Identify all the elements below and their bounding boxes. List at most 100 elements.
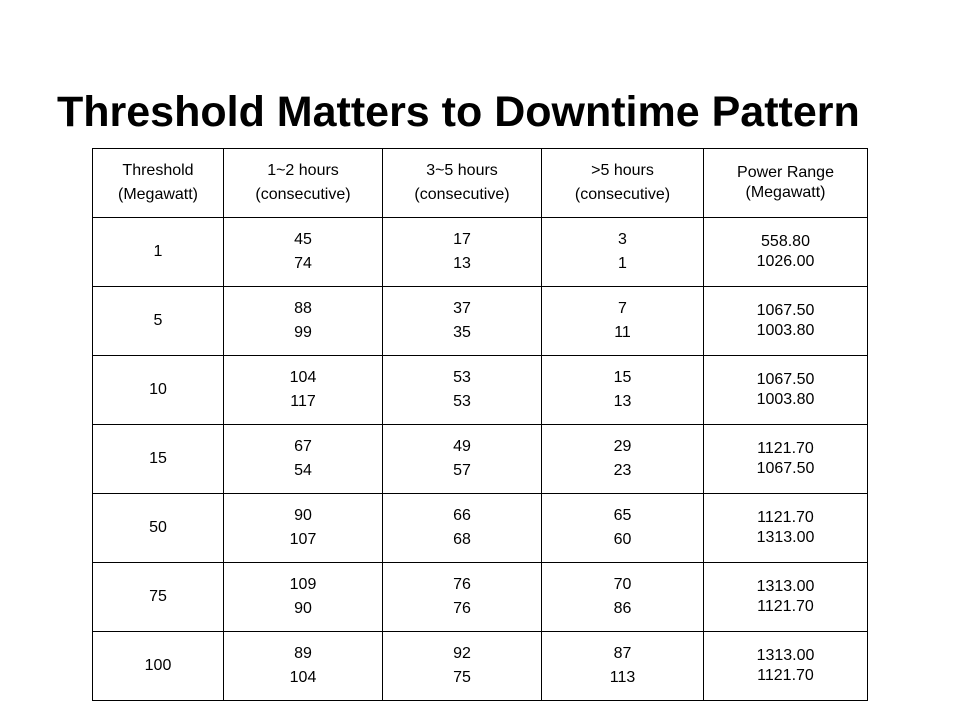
cell-value: 1121.70	[757, 667, 814, 684]
header-line: 3~5 hours	[426, 162, 498, 179]
cell-value: 1121.70	[757, 509, 814, 526]
cell-value: 1003.80	[756, 322, 815, 339]
cell-3-5-hours: 49 57	[382, 424, 542, 494]
cell-power-range: 1313.00 1121.70	[703, 631, 868, 701]
cell-value: 11	[614, 324, 631, 341]
cell-threshold: 15	[92, 424, 224, 494]
cell-value: 109	[289, 576, 317, 593]
table-body: 1 45 74 17 13 3 1 558.80 1026.00 5 88 99 37 35 7 11 1067…	[92, 217, 868, 701]
cell-value: 92	[453, 645, 471, 662]
cell-value: 49	[453, 438, 471, 455]
cell-value: 37	[453, 300, 471, 317]
table-row: 100 89 104 92 75 87 113 1313.00 1121.70	[92, 631, 868, 701]
cell-power-range: 1313.00 1121.70	[703, 562, 868, 632]
cell-value: 1026.00	[756, 253, 815, 270]
cell-value: 1067.50	[756, 302, 815, 319]
cell-over-5-hours: 7 11	[541, 286, 704, 356]
cell-value: 53	[453, 393, 471, 410]
table-row: 10 104 117 53 53 15 13 1067.50 1003.80	[92, 355, 868, 425]
cell-over-5-hours: 15 13	[541, 355, 704, 425]
cell-value: 1121.70	[757, 598, 814, 615]
header-line: (consecutive)	[255, 186, 351, 203]
cell-value: 68	[453, 531, 471, 548]
cell-threshold: 10	[92, 355, 224, 425]
cell-value: 1313.00	[756, 647, 815, 664]
cell-power-range: 1121.70 1067.50	[703, 424, 868, 494]
cell-value: 113	[609, 669, 636, 686]
cell-1-2-hours: 88 99	[223, 286, 383, 356]
cell-power-range: 1067.50 1003.80	[703, 286, 868, 356]
cell-3-5-hours: 37 35	[382, 286, 542, 356]
cell-power-range: 558.80 1026.00	[703, 217, 868, 287]
cell-over-5-hours: 29 23	[541, 424, 704, 494]
cell-3-5-hours: 76 76	[382, 562, 542, 632]
cell-value: 15	[613, 369, 632, 386]
cell-1-2-hours: 45 74	[223, 217, 383, 287]
cell-power-range: 1067.50 1003.80	[703, 355, 868, 425]
header-line: (Megawatt)	[117, 186, 199, 203]
header-3-5-hours: 3~5 hours (consecutive)	[382, 148, 542, 218]
cell-1-2-hours: 109 90	[223, 562, 383, 632]
cell-value: 1	[618, 255, 627, 272]
cell-value: 90	[294, 600, 312, 617]
cell-threshold: 75	[92, 562, 224, 632]
cell-1-2-hours: 104 117	[223, 355, 383, 425]
cell-over-5-hours: 70 86	[541, 562, 704, 632]
cell-value: 1313.00	[756, 578, 815, 595]
cell-value: 1313.00	[756, 529, 815, 546]
cell-value: 29	[613, 438, 632, 455]
cell-value: 89	[294, 645, 312, 662]
table-row: 1 45 74 17 13 3 1 558.80 1026.00	[92, 217, 868, 287]
cell-value: 60	[613, 531, 632, 548]
cell-value: 70	[613, 576, 632, 593]
table-row: 15 67 54 49 57 29 23 1121.70 1067.50	[92, 424, 868, 494]
cell-value: 13	[613, 393, 632, 410]
slide-title: Threshold Matters to Downtime Pattern	[57, 88, 860, 136]
cell-value: 23	[613, 462, 632, 479]
cell-value: 57	[453, 462, 471, 479]
cell-value: 90	[294, 507, 312, 524]
cell-value: 104	[289, 669, 317, 686]
cell-value: 104	[289, 369, 317, 386]
cell-value: 117	[290, 393, 316, 410]
cell-3-5-hours: 17 13	[382, 217, 542, 287]
header-1-2-hours: 1~2 hours (consecutive)	[223, 148, 383, 218]
cell-value: 54	[294, 462, 312, 479]
cell-value: 107	[289, 531, 317, 548]
cell-value: 1121.70	[757, 440, 814, 457]
table-row: 75 109 90 76 76 70 86 1313.00 1121.70	[92, 562, 868, 632]
cell-value: 67	[294, 438, 312, 455]
cell-3-5-hours: 66 68	[382, 493, 542, 563]
cell-value: 53	[453, 369, 471, 386]
cell-value: 88	[294, 300, 312, 317]
cell-value: 13	[453, 255, 471, 272]
table-row: 5 88 99 37 35 7 11 1067.50 1003.80	[92, 286, 868, 356]
cell-over-5-hours: 65 60	[541, 493, 704, 563]
cell-value: 35	[453, 324, 471, 341]
header-line: (Megawatt)	[745, 184, 826, 201]
cell-value: 7	[618, 300, 627, 317]
cell-value: 75	[453, 669, 471, 686]
table-row: 50 90 107 66 68 65 60 1121.70 1313.00	[92, 493, 868, 563]
header-line: Threshold	[122, 162, 194, 179]
header-row: Threshold (Megawatt) 1~2 hours (consecut…	[92, 148, 868, 218]
header-line: >5 hours	[591, 162, 654, 179]
cell-1-2-hours: 67 54	[223, 424, 383, 494]
header-line: (consecutive)	[414, 186, 510, 203]
cell-value: 1067.50	[756, 460, 815, 477]
cell-3-5-hours: 53 53	[382, 355, 542, 425]
cell-value: 86	[613, 600, 632, 617]
cell-3-5-hours: 92 75	[382, 631, 542, 701]
table-header: Threshold (Megawatt) 1~2 hours (consecut…	[92, 148, 868, 218]
cell-value: 87	[613, 645, 632, 662]
cell-threshold: 100	[92, 631, 224, 701]
cell-value: 66	[453, 507, 471, 524]
cell-threshold: 50	[92, 493, 224, 563]
header-threshold: Threshold (Megawatt)	[92, 148, 224, 218]
header-power-range: Power Range (Megawatt)	[703, 148, 868, 218]
header-line: Power Range	[737, 164, 834, 181]
cell-value: 1003.80	[756, 391, 815, 408]
downtime-table: Threshold (Megawatt) 1~2 hours (consecut…	[92, 148, 868, 701]
cell-value: 558.80	[761, 233, 810, 250]
